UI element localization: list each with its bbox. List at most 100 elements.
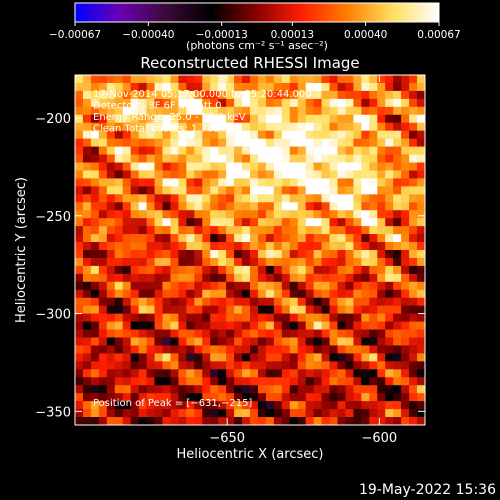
heatmap-cell [202,353,210,361]
heatmap-cell [99,170,107,178]
heatmap-cell [282,115,290,123]
heatmap-cell [131,306,139,314]
heatmap-cell [409,258,417,266]
heatmap-cell [417,194,425,202]
heatmap-cell [345,83,353,91]
heatmap-cell [186,258,194,266]
heatmap-cell [83,139,91,147]
heatmap-cell [401,369,409,377]
heatmap-cell [369,290,377,298]
heatmap-cell [242,266,250,274]
heatmap-cell [186,377,194,385]
heatmap-cell [91,330,99,338]
heatmap-cell [401,123,409,131]
heatmap-cell [139,210,147,218]
heatmap-cell [361,401,369,409]
heatmap-cell [322,178,330,186]
heatmap-cell [131,194,139,202]
heatmap-cell [274,202,282,210]
heatmap-cell [91,226,99,234]
heatmap-cell [139,170,147,178]
heatmap-cell [361,75,369,83]
heatmap-cell [258,234,266,242]
heatmap-cell [83,330,91,338]
heatmap-cell [298,330,306,338]
heatmap-cell [83,242,91,250]
heatmap-cell [274,401,282,409]
heatmap-cell [361,345,369,353]
heatmap-cell [417,75,425,83]
heatmap-cell [178,266,186,274]
heatmap-cell [91,377,99,385]
heatmap-cell [123,361,131,369]
heatmap-cell [123,186,131,194]
heatmap-cell [91,266,99,274]
heatmap-cell [155,377,163,385]
heatmap-cell [178,361,186,369]
heatmap-cell [401,393,409,401]
heatmap-cell [314,290,322,298]
heatmap-cell [385,178,393,186]
heatmap-cell [170,155,178,163]
heatmap-cell [306,409,314,417]
heatmap-cell [385,83,393,91]
heatmap-cell [75,361,83,369]
heatmap-cell [194,306,202,314]
heatmap-cell [234,147,242,155]
heatmap-cell [250,155,258,163]
heatmap-cell [345,417,353,425]
heatmap-cell [417,202,425,210]
heatmap-cell [242,385,250,393]
heatmap-cell [250,322,258,330]
heatmap-cell [258,377,266,385]
heatmap-cell [377,107,385,115]
heatmap-cell [91,75,99,83]
heatmap-cell [210,353,218,361]
heatmap-cell [314,194,322,202]
heatmap-cell [115,338,123,346]
heatmap-cell [417,131,425,139]
heatmap-cell [218,282,226,290]
heatmap-cell [226,290,234,298]
heatmap-cell [330,226,338,234]
heatmap-cell [314,163,322,171]
heatmap-cell [401,75,409,83]
heatmap-cell [194,147,202,155]
heatmap-cell [250,218,258,226]
heatmap-cell [147,258,155,266]
heatmap-cell [163,338,171,346]
heatmap-cell [345,377,353,385]
heatmap-cell [178,147,186,155]
heatmap-cell [75,131,83,139]
heatmap-cell [322,282,330,290]
heatmap-cell [345,298,353,306]
heatmap-cell [361,314,369,322]
heatmap-cell [202,338,210,346]
heatmap-cell [107,139,115,147]
heatmap-cell [401,330,409,338]
heatmap-cell [290,345,298,353]
heatmap-cell [298,377,306,385]
heatmap-cell [306,75,314,83]
heatmap-cell [226,377,234,385]
heatmap-cell [338,131,346,139]
heatmap-cell [274,338,282,346]
heatmap-cell [322,115,330,123]
heatmap-cell [139,202,147,210]
heatmap-cell [123,290,131,298]
heatmap-cell [115,218,123,226]
heatmap-cell [186,274,194,282]
heatmap-cell [83,369,91,377]
heatmap-cell [258,393,266,401]
heatmap-cell [385,163,393,171]
heatmap-cell [377,91,385,99]
heatmap-cell [401,314,409,322]
heatmap-cell [242,298,250,306]
heatmap-cell [186,139,194,147]
heatmap-cell [123,170,131,178]
heatmap-cell [115,417,123,425]
heatmap-cell [298,353,306,361]
heatmap-cell [345,218,353,226]
heatmap-cell [250,147,258,155]
heatmap-cell [361,377,369,385]
